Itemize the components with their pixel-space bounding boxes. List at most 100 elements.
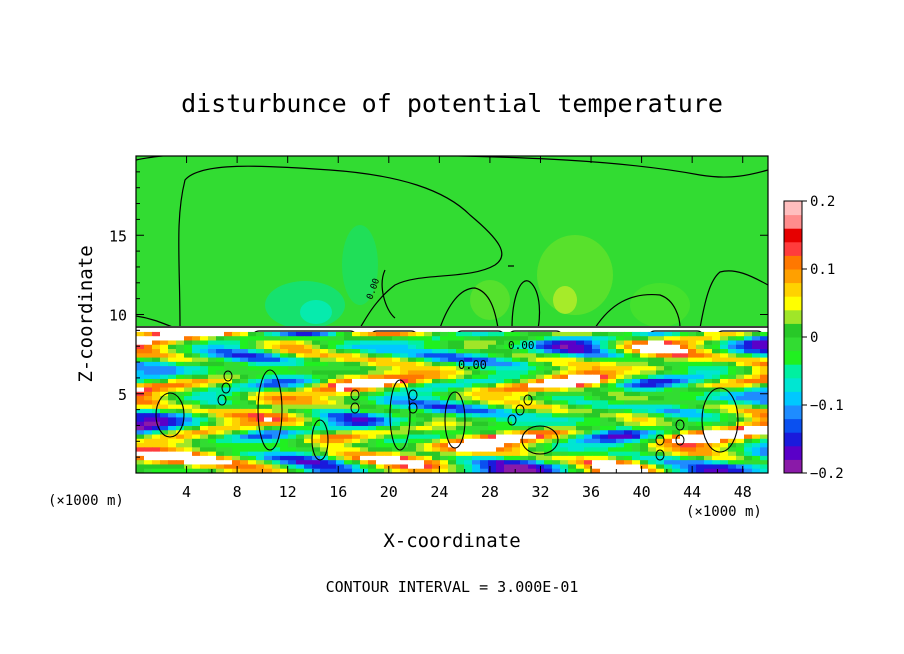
field-cell — [584, 383, 593, 389]
field-cell — [400, 387, 409, 393]
field-cell — [152, 366, 161, 372]
upper-contours — [136, 156, 768, 329]
x-tick-label: 44 — [683, 483, 701, 501]
field-cell — [576, 464, 585, 470]
field-cell — [256, 434, 265, 440]
field-cell — [160, 357, 169, 363]
field-cell — [456, 370, 465, 376]
field-cell — [464, 357, 473, 363]
field-cell — [368, 464, 377, 470]
field-cell — [416, 344, 425, 350]
field-cell — [136, 451, 145, 457]
field-cell — [384, 336, 393, 342]
field-cell — [680, 378, 689, 384]
field-cell — [648, 331, 657, 337]
field-cell — [416, 383, 425, 389]
field-cell — [680, 404, 689, 410]
field-cell — [200, 366, 209, 372]
field-cell — [632, 344, 641, 350]
field-cell — [192, 387, 201, 393]
field-cell — [200, 391, 209, 397]
field-cell — [728, 438, 737, 444]
field-cell — [368, 357, 377, 363]
field-cell — [256, 366, 265, 372]
field-cell — [688, 370, 697, 376]
field-cell — [480, 361, 489, 367]
field-cell — [352, 357, 361, 363]
field-cell — [488, 455, 497, 461]
field-cell — [144, 391, 153, 397]
field-cell — [568, 357, 577, 363]
field-cell — [712, 344, 721, 350]
field-cell — [232, 370, 241, 376]
field-cell — [336, 404, 345, 410]
field-cell — [392, 443, 401, 448]
field-cell — [240, 378, 249, 384]
field-cell — [624, 391, 633, 397]
field-cell — [264, 464, 273, 470]
field-cell — [560, 460, 569, 466]
field-cell — [688, 455, 697, 461]
field-cell — [328, 374, 337, 380]
field-cell — [736, 438, 745, 444]
field-cell — [440, 331, 449, 337]
field-cell — [616, 396, 625, 401]
field-cell — [640, 383, 649, 389]
field-cell — [232, 468, 241, 473]
field-cell — [632, 361, 641, 367]
field-cell — [512, 361, 521, 367]
field-cell — [344, 378, 353, 384]
field-cell — [312, 391, 321, 397]
field-cell — [704, 438, 713, 444]
field-cell — [424, 387, 433, 393]
field-cell — [448, 434, 457, 440]
field-cell — [552, 468, 561, 473]
field-cell — [560, 425, 569, 431]
field-cell — [304, 408, 313, 414]
field-cell — [336, 366, 345, 372]
field-cell — [152, 434, 161, 440]
field-cell — [312, 331, 321, 337]
field-cell — [160, 366, 169, 372]
field-cell — [312, 344, 321, 350]
field-cell — [496, 391, 505, 397]
field-cell — [176, 378, 185, 384]
field-cell — [744, 468, 753, 473]
field-cell — [344, 340, 353, 346]
field-cell — [576, 421, 585, 427]
field-cell — [216, 447, 225, 453]
field-cell — [600, 438, 609, 444]
field-cell — [472, 331, 481, 337]
field-cell — [720, 391, 729, 397]
field-cell — [504, 378, 513, 384]
field-cell — [592, 331, 601, 337]
field-cell — [376, 370, 385, 376]
field-cell — [464, 430, 473, 436]
field-cell — [456, 357, 465, 363]
field-cell — [352, 336, 361, 342]
field-cell — [216, 400, 225, 406]
field-cell — [544, 353, 553, 359]
field-cell — [408, 349, 417, 354]
field-cell — [304, 331, 313, 337]
field-cell — [264, 438, 273, 444]
field-cell — [736, 425, 745, 431]
field-cell — [336, 383, 345, 389]
field-cell — [272, 349, 281, 354]
field-cell — [504, 336, 513, 342]
field-cell — [616, 374, 625, 380]
field-cell — [144, 331, 153, 337]
field-cell — [496, 425, 505, 431]
field-cell — [240, 413, 249, 419]
field-cell — [448, 447, 457, 453]
field-cell — [360, 353, 369, 359]
field-cell — [168, 425, 177, 431]
field-cell — [520, 455, 529, 461]
field-cell — [352, 447, 361, 453]
field-cell — [392, 455, 401, 461]
field-cell — [720, 434, 729, 440]
field-cell — [280, 404, 289, 410]
field-cell — [648, 387, 657, 393]
field-cell — [208, 374, 217, 380]
field-cell — [688, 451, 697, 457]
